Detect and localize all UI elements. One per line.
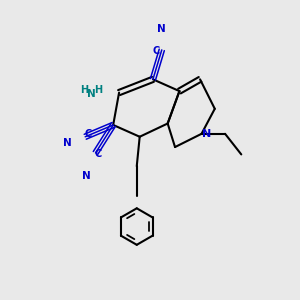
Text: H: H [94, 85, 102, 94]
Text: C: C [95, 149, 102, 159]
Text: N: N [87, 89, 96, 99]
Text: C: C [153, 46, 160, 56]
Text: C: C [85, 129, 92, 139]
Text: N: N [202, 129, 212, 139]
Text: N: N [157, 24, 165, 34]
Text: H: H [81, 85, 89, 94]
Text: N: N [82, 172, 91, 182]
Text: N: N [63, 138, 72, 148]
